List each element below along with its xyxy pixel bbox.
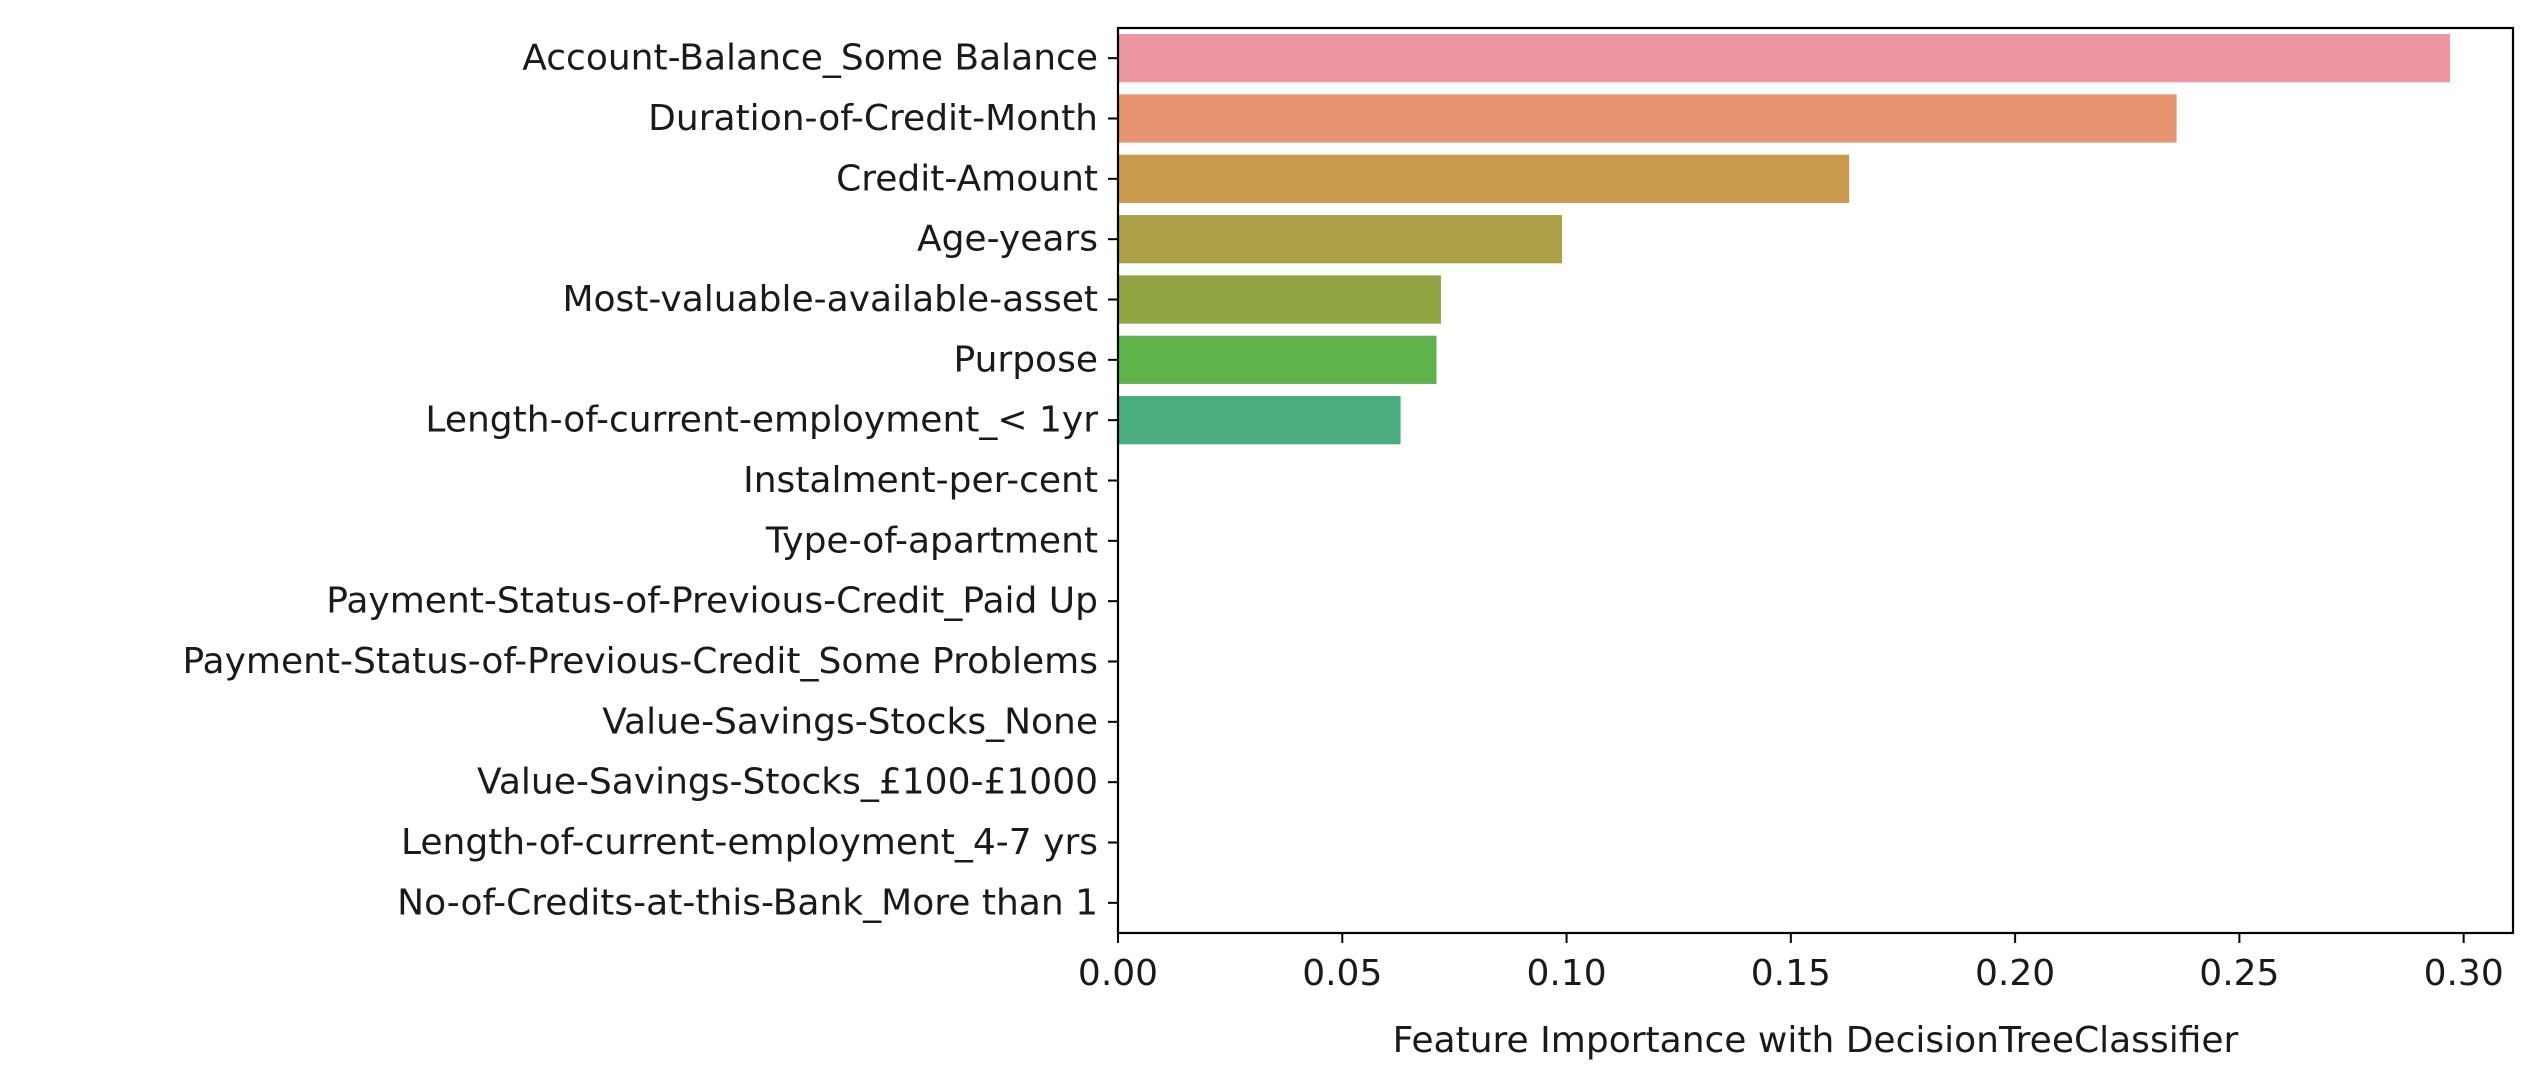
y-tick-label: Instalment-per-cent	[743, 460, 1098, 501]
y-tick-label: Payment-Status-of-Previous-Credit_Paid U…	[326, 581, 1098, 622]
y-tick-label: Age-years	[917, 219, 1098, 260]
y-tick-label: Type-of-apartment	[765, 520, 1098, 561]
bar	[1118, 396, 1401, 445]
y-tick-label: Purpose	[954, 339, 1098, 380]
x-tick-label: 0.30	[2424, 953, 2504, 994]
y-tick-label: Length-of-current-employment_< 1yr	[425, 400, 1098, 441]
x-tick-label: 0.00	[1078, 953, 1158, 994]
x-tick-label: 0.25	[2199, 953, 2279, 994]
bar	[1118, 34, 2451, 83]
y-tick-label: Duration-of-Credit-Month	[648, 98, 1098, 139]
y-tick-label: No-of-Credits-at-this-Bank_More than 1	[397, 882, 1098, 923]
x-tick-label: 0.10	[1526, 953, 1606, 994]
y-tick-label: Value-Savings-Stocks_£100-£1000	[477, 762, 1098, 803]
y-tick-label: Payment-Status-of-Previous-Credit_Some P…	[182, 641, 1098, 682]
y-tick-label: Most-valuable-available-asset	[562, 279, 1098, 320]
y-tick-label: Length-of-current-employment_4-7 yrs	[401, 822, 1098, 863]
bar	[1118, 275, 1441, 324]
bar	[1118, 154, 1850, 203]
y-tick-label: Account-Balance_Some Balance	[522, 38, 1098, 79]
x-tick-labels: 0.00 0.05 0.10 0.15 0.20 0.25 0.30	[1078, 933, 2504, 994]
x-tick-label: 0.15	[1751, 953, 1831, 994]
y-tick-label: Value-Savings-Stocks_None	[602, 701, 1098, 742]
y-category-labels: Account-Balance_Some Balance Duration-of-…	[182, 38, 1118, 923]
bar	[1118, 215, 1563, 264]
plot-frame	[1116, 26, 2515, 935]
x-tick-label: 0.05	[1302, 953, 1382, 994]
y-tick-label: Credit-Amount	[836, 158, 1098, 199]
x-axis-label: Feature Importance with DecisionTreeClas…	[1393, 1020, 2239, 1061]
bar	[1118, 335, 1437, 384]
bar	[1118, 94, 2177, 143]
x-tick-label: 0.20	[1975, 953, 2055, 994]
bars-group	[1118, 34, 2451, 445]
